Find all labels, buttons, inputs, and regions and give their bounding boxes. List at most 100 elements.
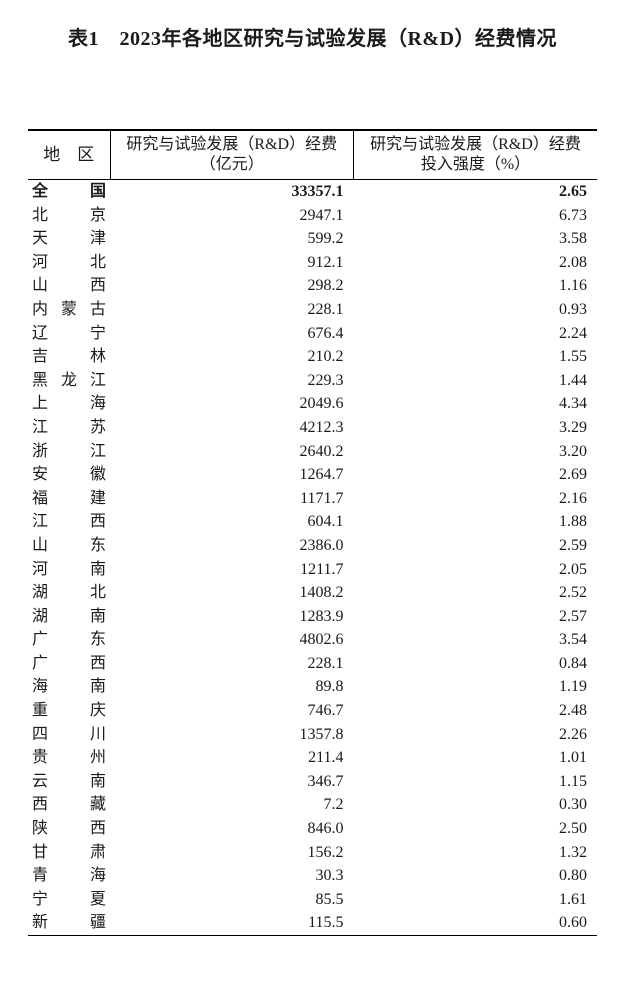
cell-intensity: 0.30 [354, 793, 598, 817]
cell-region: 湖 南 [28, 605, 110, 629]
table-row: 内蒙古228.10.93 [28, 298, 597, 322]
cell-intensity: 3.20 [354, 440, 598, 464]
cell-intensity: 2.05 [354, 558, 598, 582]
table-row: 辽 宁676.42.24 [28, 322, 597, 346]
table-row: 上 海2049.64.34 [28, 392, 597, 416]
cell-intensity: 6.73 [354, 204, 598, 228]
cell-region: 广 东 [28, 628, 110, 652]
cell-region: 全 国 [28, 180, 110, 204]
cell-region: 贵 州 [28, 746, 110, 770]
cell-region: 天 津 [28, 227, 110, 251]
cell-expenditure: 1211.7 [110, 558, 354, 582]
cell-intensity: 1.01 [354, 746, 598, 770]
cell-intensity: 2.69 [354, 463, 598, 487]
cell-region: 黑龙江 [28, 369, 110, 393]
table-row: 河 南1211.72.05 [28, 558, 597, 582]
cell-region: 江 西 [28, 510, 110, 534]
table-row: 广 西228.10.84 [28, 652, 597, 676]
cell-intensity: 0.93 [354, 298, 598, 322]
cell-intensity: 2.52 [354, 581, 598, 605]
cell-region: 青 海 [28, 864, 110, 888]
table-row: 新 疆115.50.60 [28, 911, 597, 935]
table-row: 浙 江2640.23.20 [28, 440, 597, 464]
cell-expenditure: 229.3 [110, 369, 354, 393]
cell-region: 安 徽 [28, 463, 110, 487]
cell-region: 河 北 [28, 251, 110, 275]
cell-intensity: 1.44 [354, 369, 598, 393]
cell-intensity: 0.60 [354, 911, 598, 935]
cell-expenditure: 211.4 [110, 746, 354, 770]
cell-intensity: 1.88 [354, 510, 598, 534]
cell-expenditure: 298.2 [110, 274, 354, 298]
table-row: 山 西298.21.16 [28, 274, 597, 298]
table-row: 福 建1171.72.16 [28, 487, 597, 511]
cell-expenditure: 89.8 [110, 675, 354, 699]
page-root: { "title": "表1 2023年各地区研究与试验发展（R&D）经费情况"… [0, 0, 625, 987]
cell-intensity: 1.32 [354, 841, 598, 865]
cell-expenditure: 228.1 [110, 652, 354, 676]
cell-region: 甘 肃 [28, 841, 110, 865]
table-row: 陕 西846.02.50 [28, 817, 597, 841]
table-row: 黑龙江229.31.44 [28, 369, 597, 393]
cell-expenditure: 599.2 [110, 227, 354, 251]
cell-region: 宁 夏 [28, 888, 110, 912]
cell-region: 四 川 [28, 723, 110, 747]
cell-intensity: 3.29 [354, 416, 598, 440]
cell-expenditure: 2947.1 [110, 204, 354, 228]
cell-expenditure: 912.1 [110, 251, 354, 275]
cell-expenditure: 210.2 [110, 345, 354, 369]
col-header-intensity-line2: 投入强度（%） [421, 156, 530, 173]
cell-expenditure: 676.4 [110, 322, 354, 346]
table-row: 吉 林210.21.55 [28, 345, 597, 369]
table-row: 四 川1357.82.26 [28, 723, 597, 747]
col-header-expenditure-line2: （亿元） [200, 156, 264, 173]
cell-region: 云 南 [28, 770, 110, 794]
cell-expenditure: 1264.7 [110, 463, 354, 487]
cell-region: 上 海 [28, 392, 110, 416]
cell-expenditure: 846.0 [110, 817, 354, 841]
cell-expenditure: 156.2 [110, 841, 354, 865]
cell-intensity: 3.58 [354, 227, 598, 251]
cell-expenditure: 30.3 [110, 864, 354, 888]
cell-intensity: 2.59 [354, 534, 598, 558]
cell-region: 山 西 [28, 274, 110, 298]
cell-region: 山 东 [28, 534, 110, 558]
cell-expenditure: 85.5 [110, 888, 354, 912]
cell-intensity: 2.57 [354, 605, 598, 629]
table-body: 全 国33357.12.65北 京2947.16.73天 津599.23.58河… [28, 180, 597, 936]
cell-expenditure: 4212.3 [110, 416, 354, 440]
cell-region: 吉 林 [28, 345, 110, 369]
cell-expenditure: 1357.8 [110, 723, 354, 747]
cell-expenditure: 1283.9 [110, 605, 354, 629]
table-row: 天 津599.23.58 [28, 227, 597, 251]
cell-region: 浙 江 [28, 440, 110, 464]
cell-region: 海 南 [28, 675, 110, 699]
col-header-expenditure: 研究与试验发展（R&D）经费 （亿元） [110, 131, 354, 180]
cell-intensity: 2.50 [354, 817, 598, 841]
cell-region: 河 南 [28, 558, 110, 582]
cell-intensity: 2.48 [354, 699, 598, 723]
cell-expenditure: 115.5 [110, 911, 354, 935]
table-row: 安 徽1264.72.69 [28, 463, 597, 487]
table-row: 湖 北1408.22.52 [28, 581, 597, 605]
cell-expenditure: 4802.6 [110, 628, 354, 652]
cell-intensity: 0.80 [354, 864, 598, 888]
table-row: 青 海30.30.80 [28, 864, 597, 888]
cell-expenditure: 228.1 [110, 298, 354, 322]
cell-intensity: 2.24 [354, 322, 598, 346]
cell-expenditure: 1408.2 [110, 581, 354, 605]
cell-intensity: 1.55 [354, 345, 598, 369]
cell-intensity: 1.15 [354, 770, 598, 794]
cell-region: 福 建 [28, 487, 110, 511]
cell-region: 重 庆 [28, 699, 110, 723]
cell-intensity: 2.08 [354, 251, 598, 275]
cell-region: 北 京 [28, 204, 110, 228]
cell-region: 内蒙古 [28, 298, 110, 322]
cell-region: 辽 宁 [28, 322, 110, 346]
cell-intensity: 2.65 [354, 180, 598, 204]
cell-expenditure: 1171.7 [110, 487, 354, 511]
cell-expenditure: 346.7 [110, 770, 354, 794]
table-row: 河 北912.12.08 [28, 251, 597, 275]
col-header-expenditure-line1: 研究与试验发展（R&D）经费 [126, 136, 337, 153]
cell-intensity: 0.84 [354, 652, 598, 676]
